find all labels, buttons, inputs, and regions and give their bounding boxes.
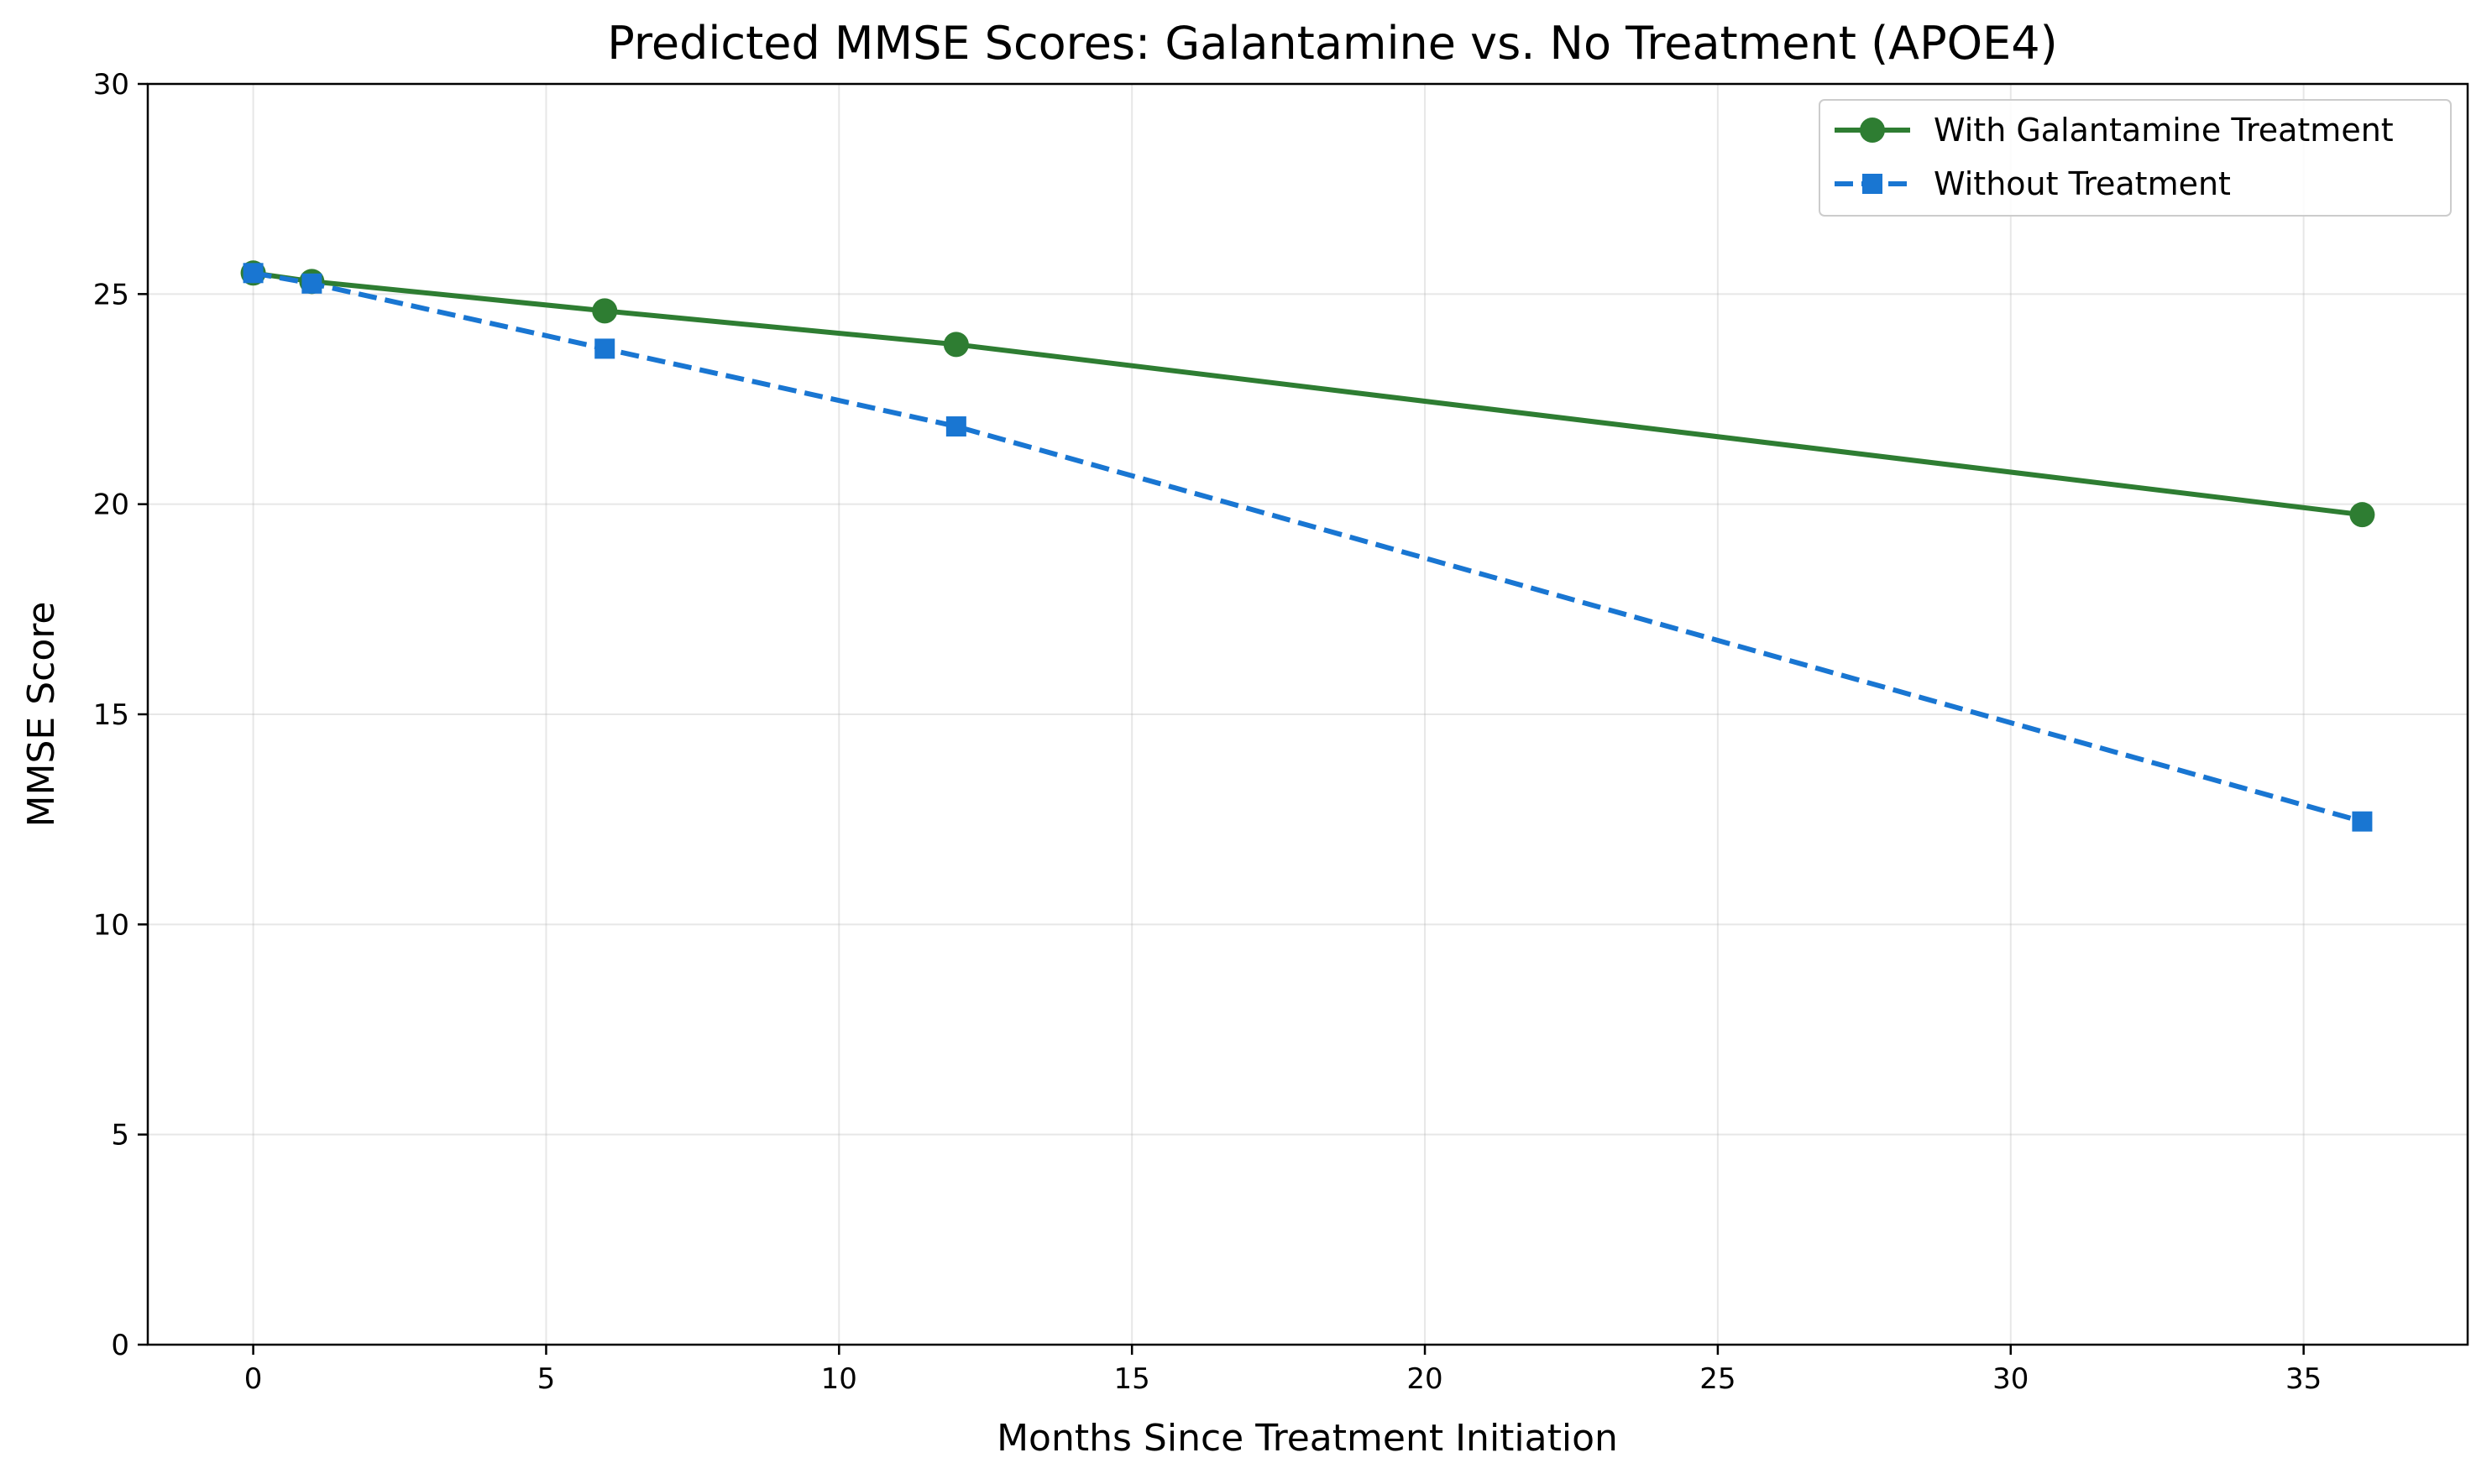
legend-label-no-treatment: Without Treatment (1934, 165, 2231, 202)
y-tick-label: 15 (93, 698, 129, 732)
y-tick-label: 25 (93, 278, 129, 311)
x-tick-label: 25 (1699, 1362, 1736, 1396)
data-point-series-1 (243, 263, 264, 284)
data-point-series-1 (2352, 811, 2373, 832)
legend-label-galantamine: With Galantamine Treatment (1934, 112, 2394, 149)
data-point-series-1 (594, 338, 615, 359)
data-point-series-0 (943, 332, 969, 358)
y-tick-label: 30 (93, 68, 129, 102)
x-axis: 0 5 10 15 20 25 30 35 (244, 1345, 2322, 1396)
data-point-series-0 (2349, 502, 2375, 528)
y-axis-label: MMSE Score (20, 602, 63, 828)
legend: With Galantamine Treatment Without Treat… (1819, 99, 2452, 217)
series-line-0 (253, 270, 2363, 518)
legend-box (1819, 99, 2452, 217)
series-layer (240, 260, 2375, 832)
x-tick-label: 10 (821, 1362, 857, 1396)
data-point-series-0 (592, 298, 618, 324)
series-line-1 (253, 270, 2364, 824)
data-point-series-1 (301, 273, 322, 294)
x-axis-label: Months Since Treatment Initiation (997, 1417, 1618, 1460)
x-tick-label: 20 (1406, 1362, 1442, 1396)
y-axis: 0 5 10 15 20 25 30 (93, 68, 148, 1362)
y-tick-label: 5 (111, 1119, 129, 1152)
x-tick-label: 30 (1992, 1362, 2029, 1396)
y-tick-label: 0 (111, 1329, 129, 1362)
x-tick-label: 5 (537, 1362, 556, 1396)
x-tick-label: 15 (1114, 1362, 1150, 1396)
legend-marker-galantamine (1860, 118, 1885, 143)
x-tick-label: 35 (2285, 1362, 2322, 1396)
legend-marker-no-treatment (1862, 174, 1882, 194)
grid (148, 83, 2468, 1346)
y-tick-label: 20 (93, 489, 129, 522)
data-point-series-1 (945, 416, 966, 437)
chart-title: Predicted MMSE Scores: Galantamine vs. N… (607, 17, 2057, 70)
y-tick-label: 10 (93, 908, 129, 942)
x-tick-label: 0 (244, 1362, 263, 1396)
